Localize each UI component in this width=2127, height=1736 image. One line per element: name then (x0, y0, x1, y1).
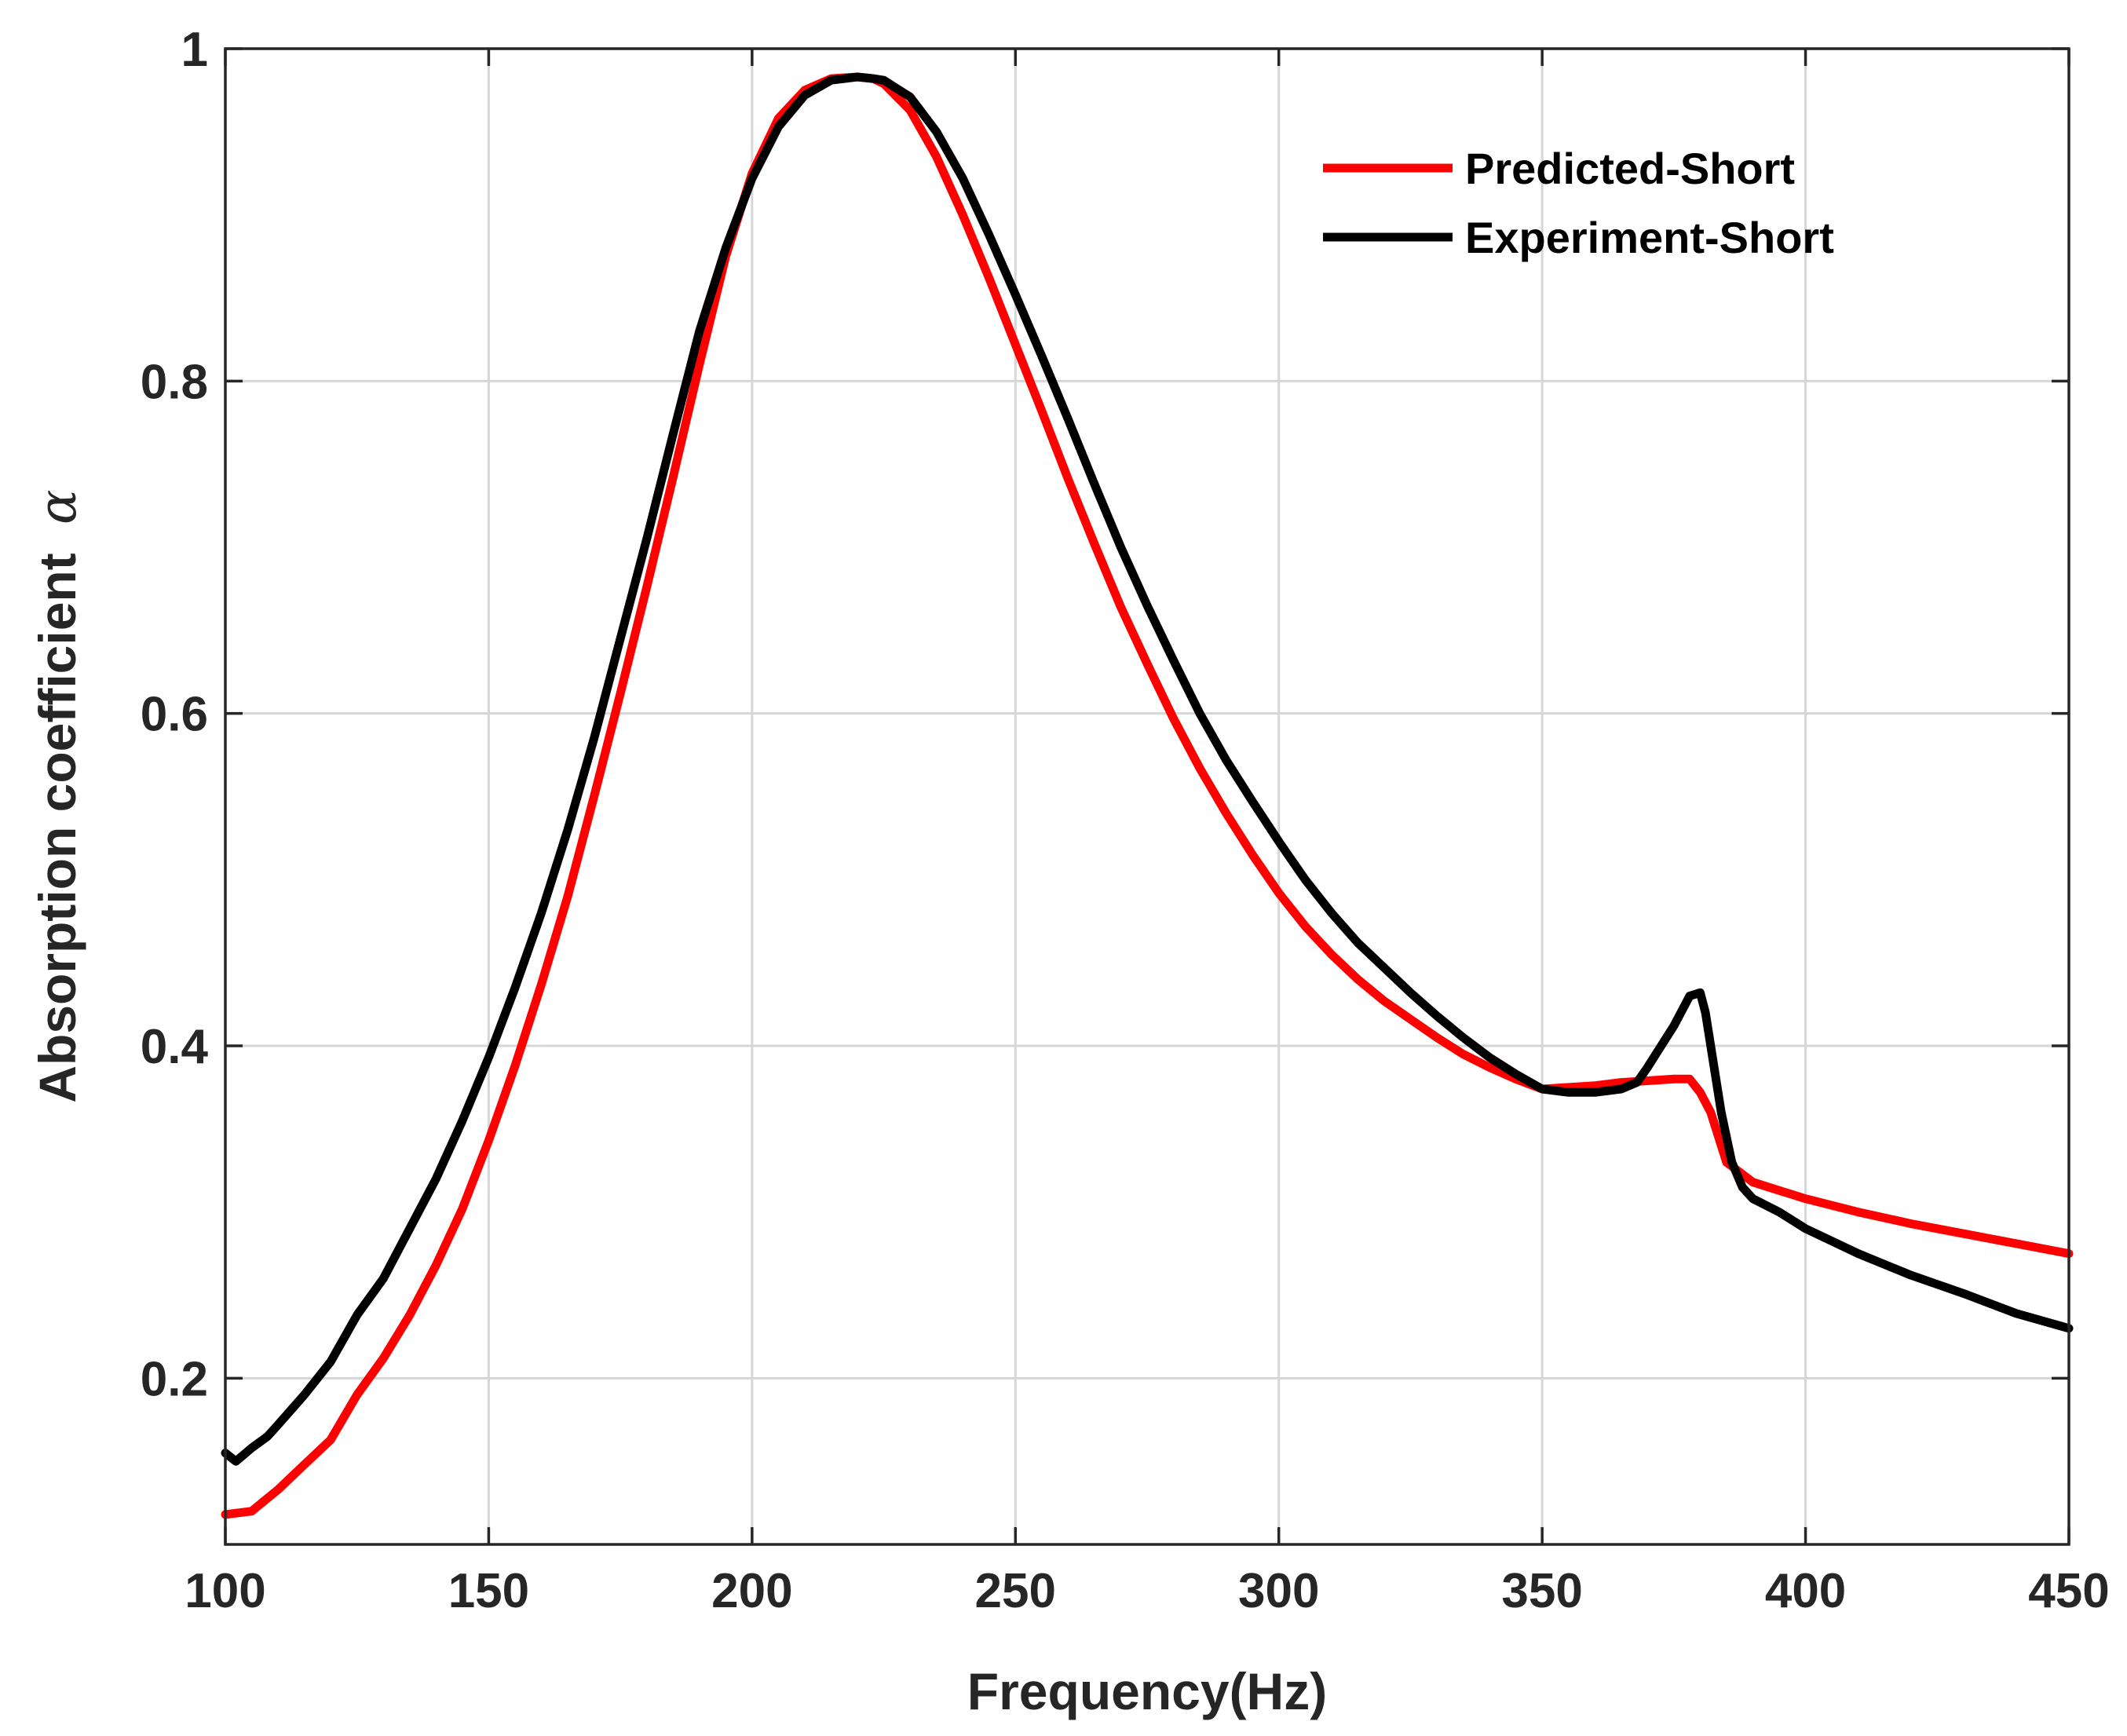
plot-area (225, 49, 2069, 1544)
x-tick-label: 200 (711, 1564, 792, 1618)
x-tick-label: 400 (1765, 1564, 1846, 1618)
y-tick-label: 0.2 (141, 1352, 208, 1406)
series-layer (221, 72, 2074, 1519)
x-axis-label: Frequency(Hz) (967, 1662, 1327, 1720)
x-tick-labels: 100 150 200 250 300 350 400 450 (185, 1564, 2109, 1618)
ticks (224, 47, 2070, 1544)
y-tick-label: 0.4 (141, 1020, 209, 1074)
series-line-experiment-short (221, 72, 2074, 1466)
x-tick-label: 150 (448, 1564, 529, 1618)
y-axis-label-text: Absorption coefficient (28, 553, 86, 1102)
x-tick-label: 450 (2028, 1564, 2109, 1618)
y-tick-labels: 0.2 0.4 0.6 0.8 1 (141, 23, 209, 1406)
axes-frame (224, 47, 2070, 1546)
x-tick-label: 250 (975, 1564, 1056, 1618)
y-tick-label: 0.6 (141, 688, 208, 742)
y-axis-label: Absorption coefficient α (27, 489, 88, 1102)
x-tick-label: 300 (1238, 1564, 1319, 1618)
y-tick-label: 0.8 (141, 355, 208, 409)
x-tick-label: 100 (185, 1564, 265, 1618)
y-tick-label: 1 (181, 23, 208, 77)
legend-label-experiment: Experiment-Short (1465, 213, 1834, 262)
y-axis-label-symbol: α (27, 489, 88, 524)
legend-label-predicted: Predicted-Short (1465, 144, 1795, 193)
legend: Predicted-Short Experiment-Short (1323, 144, 1834, 262)
series-line-predicted-short (221, 72, 2074, 1519)
x-tick-label: 350 (1501, 1564, 1582, 1618)
